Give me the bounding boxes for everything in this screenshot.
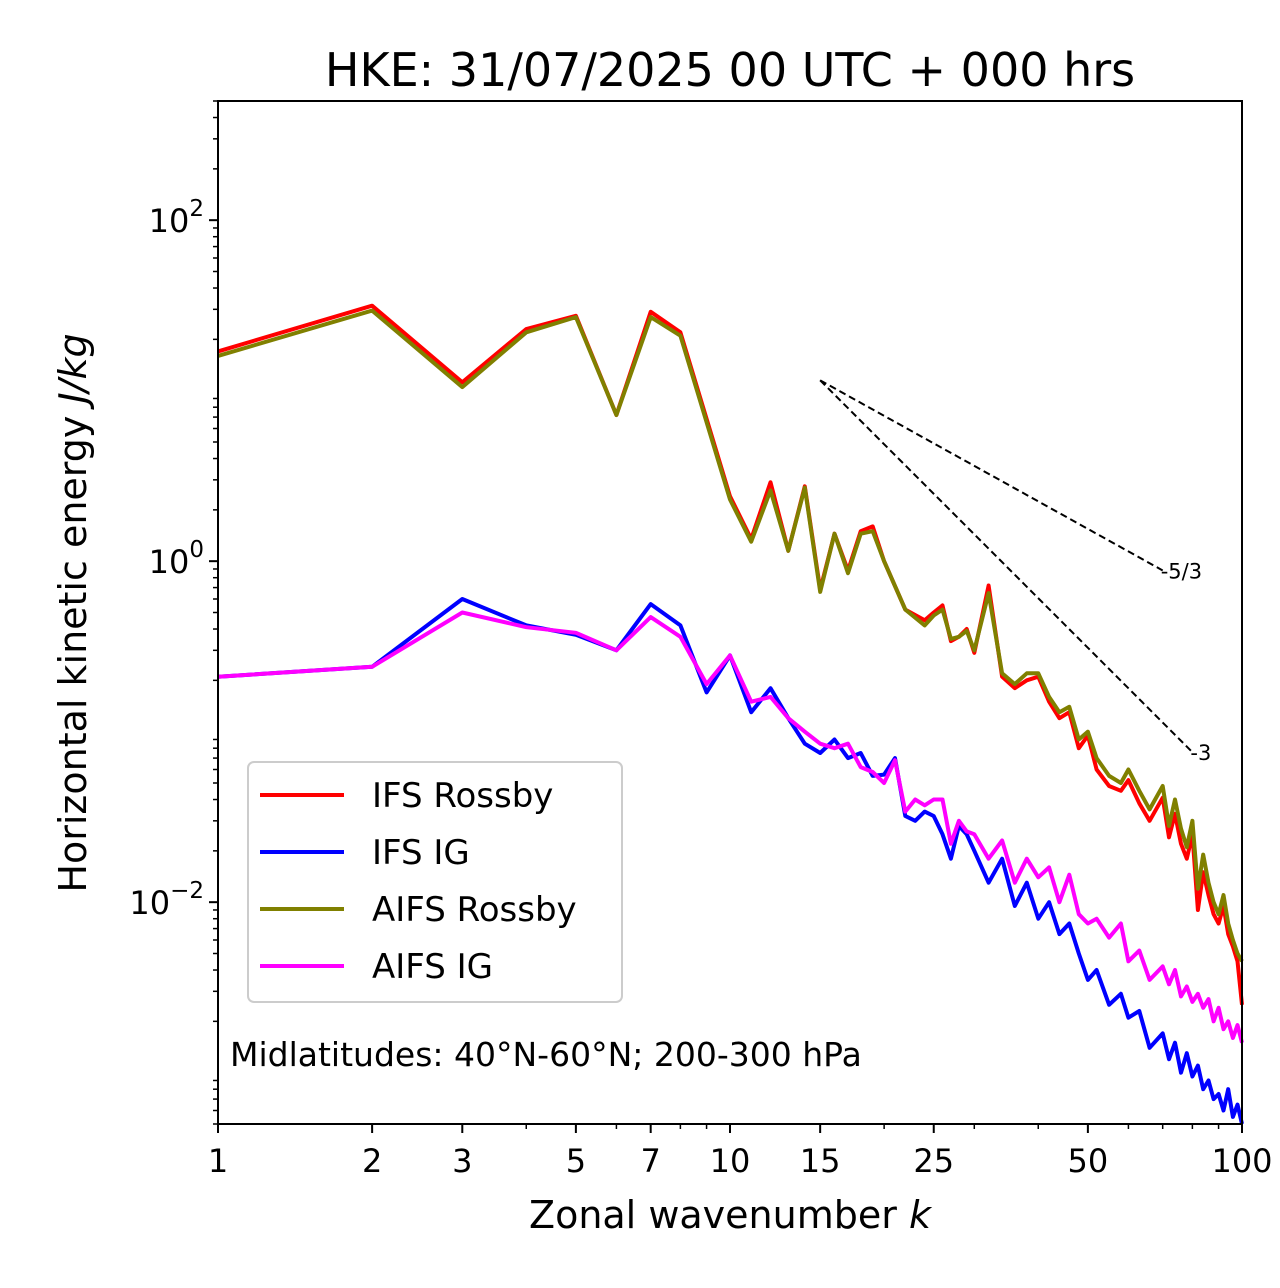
plot-frame <box>217 100 1243 1125</box>
y-axis-label-text: Horizontal kinetic energy <box>51 416 95 893</box>
x-tick-label: 25 <box>913 1142 954 1180</box>
reference-slope-line <box>819 379 1194 753</box>
legend-items: IFS Rossby IFS IG AIFS Rossby AIFS IG <box>260 776 577 987</box>
y-tick-label: 100 <box>149 537 204 581</box>
legend-label-ifs-ig: IFS IG <box>372 833 470 873</box>
x-tick-label: 3 <box>452 1142 472 1180</box>
y-axis-label-unit: J/kg <box>51 333 95 410</box>
legend-label-aifs-rossby: AIFS Rossby <box>372 890 577 930</box>
x-tick-label: 2 <box>362 1142 382 1180</box>
x-tick-label: 1 <box>208 1142 228 1180</box>
series-line-ifs-ig <box>217 597 1244 1125</box>
x-tick-label: 5 <box>566 1142 586 1180</box>
x-axis-label-text: Zonal wavenumber <box>529 1193 897 1237</box>
x-tick-label: 7 <box>641 1142 661 1180</box>
x-tick-label: 15 <box>800 1142 841 1180</box>
chart-title: HKE: 31/07/2025 00 UTC + 000 hrs <box>325 43 1135 97</box>
series-lines <box>217 303 1244 1125</box>
legend-label-aifs-ig: AIFS IG <box>372 947 493 987</box>
reference-slopes: -5/3 -3 <box>819 379 1211 765</box>
reference-slope-label: -3 <box>1190 741 1211 765</box>
region-annotation: Midlatitudes: 40°N-60°N; 200-300 hPa <box>230 1035 862 1074</box>
x-tick-label: 100 <box>1211 1142 1272 1180</box>
series-line-aifs-rossby <box>217 308 1244 963</box>
legend-label-ifs-rossby: IFS Rossby <box>372 776 553 816</box>
reference-slope-label: -5/3 <box>1161 559 1202 583</box>
y-tick-labels: 10−2 100 102 <box>129 196 204 922</box>
reference-slope-line <box>819 379 1164 572</box>
y-axis-label: Horizontal kinetic energy J/kg <box>51 333 95 892</box>
major-ticks <box>209 219 1243 1133</box>
x-tick-labels: 1 2 3 5 7 10 15 25 50 100 <box>208 1142 1273 1180</box>
y-tick-label: 10−2 <box>129 878 204 922</box>
legend: IFS Rossby IFS IG AIFS Rossby AIFS IG <box>247 761 623 1003</box>
series-line-aifs-ig <box>217 610 1244 1044</box>
y-tick-label: 102 <box>149 196 204 240</box>
x-tick-label: 50 <box>1068 1142 1109 1180</box>
legend-box <box>247 761 623 1003</box>
x-axis-label: Zonal wavenumber k <box>529 1193 933 1237</box>
x-tick-label: 10 <box>710 1142 751 1180</box>
x-axis-label-var: k <box>909 1193 933 1237</box>
